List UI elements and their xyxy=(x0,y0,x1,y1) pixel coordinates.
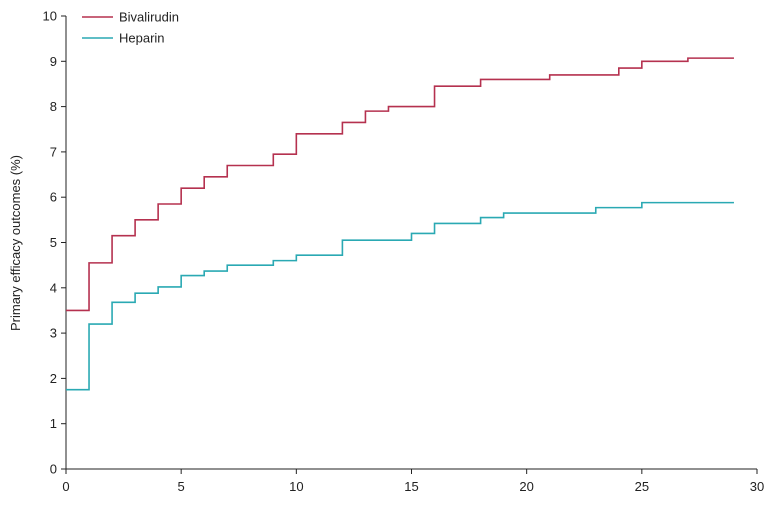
y-tick-label: 10 xyxy=(43,9,57,24)
x-ticks: 0 5 10 15 20 25 30 xyxy=(62,469,764,494)
y-tick-label: 6 xyxy=(50,190,57,205)
series-line-heparin xyxy=(66,201,734,391)
x-tick-label: 10 xyxy=(289,479,303,494)
y-tick-label: 8 xyxy=(50,99,57,114)
series-line-bivalirudin xyxy=(66,57,734,312)
y-tick-label: 3 xyxy=(50,326,57,341)
y-tick-label: 9 xyxy=(50,54,57,69)
y-tick-label: 4 xyxy=(50,280,57,295)
y-tick-label: 1 xyxy=(50,416,57,431)
x-tick-label: 15 xyxy=(404,479,418,494)
x-tick-label: 0 xyxy=(62,479,69,494)
y-tick-label: 2 xyxy=(50,371,57,386)
x-tick-label: 25 xyxy=(635,479,649,494)
y-ticks: 0 1 2 3 4 5 6 7 8 9 10 xyxy=(43,9,66,477)
axes xyxy=(65,16,757,470)
x-tick-label: 20 xyxy=(519,479,533,494)
series-layer xyxy=(66,57,734,391)
x-tick-label: 30 xyxy=(750,479,764,494)
legend-label-heparin: Heparin xyxy=(119,31,165,46)
y-tick-label: 5 xyxy=(50,235,57,250)
y-tick-label: 7 xyxy=(50,144,57,159)
y-tick-label: 0 xyxy=(50,462,57,477)
legend-label-bivalirudin: Bivalirudin xyxy=(119,10,179,25)
x-tick-label: 5 xyxy=(178,479,185,494)
y-axis-title: Primary efficacy outcomes (%) xyxy=(8,155,23,331)
legend: Bivalirudin Heparin xyxy=(82,10,179,46)
